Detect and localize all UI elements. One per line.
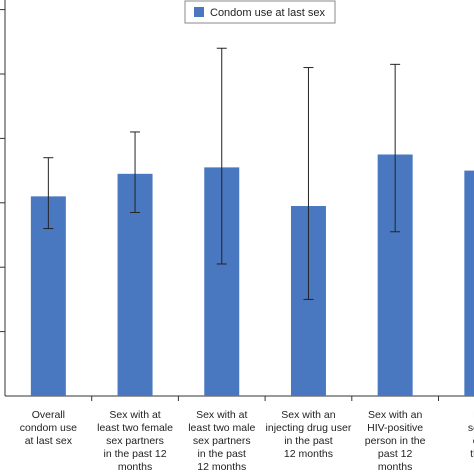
x-tick-label-line: the p (470, 448, 474, 460)
x-tick-label-line: sex fo (468, 422, 474, 434)
legend-box (184, 0, 336, 24)
x-tick-label-line: least two male (188, 422, 255, 434)
legend-swatch (194, 7, 204, 17)
x-tick-label-line: Sex with an (368, 409, 422, 421)
x-tick-label-line: in the past (284, 435, 333, 447)
x-tick-label: Sex with at least two female sex partners i… (97, 409, 173, 473)
x-tick-label-line: past 12 (378, 448, 413, 460)
bar (464, 170, 474, 396)
error-bar (43, 157, 54, 230)
x-tick-label-line: sex partners (193, 435, 251, 447)
x-tick-label-line: Sex with at (196, 409, 247, 421)
error-bars (43, 47, 401, 300)
error-bar (303, 67, 314, 300)
x-tick-label-line: in the past 12 (104, 448, 167, 460)
legend: Condom use at last sex (184, 0, 336, 24)
x-tick-label-line: 12 months (197, 461, 246, 473)
x-tick-label-line: months (378, 461, 412, 473)
x-tick-label: Sex with an HIV-positive person in the past… (365, 409, 426, 473)
error-bar (390, 63, 401, 233)
x-tick-label-line: sex partners (106, 435, 164, 447)
x-tick-label: Sex with an injecting drug user in the pas… (266, 409, 352, 460)
error-bar (216, 47, 227, 265)
x-axis-ticks (91, 396, 439, 401)
x-tick-label-line: least two female (97, 422, 173, 434)
x-tick-label-line: injecting drug user (266, 422, 352, 434)
x-tick-label-line: Sex with at (109, 409, 160, 421)
x-tick-label-line: 12 months (284, 448, 333, 460)
error-bar (130, 131, 141, 213)
bars (30, 154, 474, 396)
x-tick-label-line: at last sex (25, 435, 73, 447)
x-tick-label-line: condom use (20, 422, 77, 434)
x-tick-label-line: Overall (32, 409, 65, 421)
legend-label: Condom use at last sex (210, 7, 325, 19)
y-axis-ticks (0, 9, 5, 333)
x-tick-label-line: HIV-positive (367, 422, 423, 434)
x-tick-label-line: or d (473, 435, 474, 447)
x-tick-label-line: in the past (198, 448, 247, 460)
x-tick-label-line: Sex with an (281, 409, 335, 421)
x-tick-label: Overall condom use at last sex (20, 409, 77, 447)
x-tick-label: Sex with at least two male sex partners in … (188, 409, 255, 473)
x-tick-label-line: months (118, 461, 152, 473)
x-tick-label: Excsex foor dthe pmo (468, 409, 474, 473)
bar (30, 196, 66, 396)
x-tick-label-line: person in the (365, 435, 426, 447)
